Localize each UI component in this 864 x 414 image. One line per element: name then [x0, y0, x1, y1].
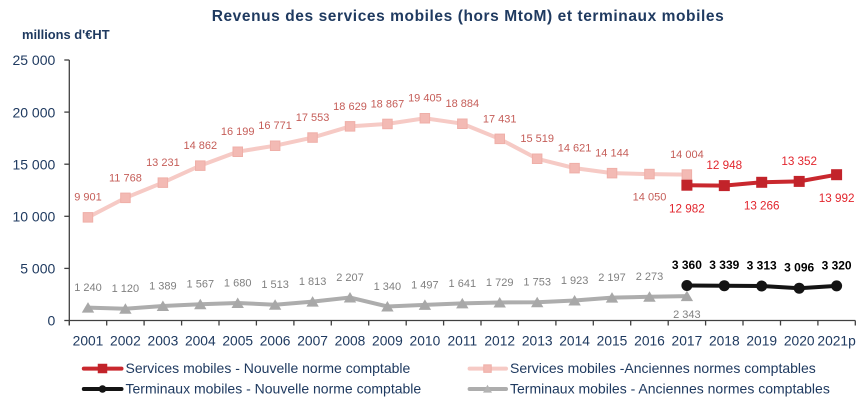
- svg-text:Revenus des services mobiles (: Revenus des services mobiles (hors MtoM)…: [212, 8, 725, 25]
- svg-text:9 901: 9 901: [74, 192, 102, 204]
- svg-text:0: 0: [48, 313, 56, 329]
- svg-text:2012: 2012: [484, 334, 515, 349]
- svg-text:13 352: 13 352: [781, 155, 817, 168]
- svg-text:20 000: 20 000: [12, 104, 55, 120]
- svg-text:2008: 2008: [335, 334, 366, 349]
- svg-text:13 266: 13 266: [744, 200, 780, 213]
- svg-text:2020: 2020: [784, 334, 815, 349]
- svg-text:10 000: 10 000: [12, 209, 55, 225]
- svg-text:13 231: 13 231: [146, 157, 180, 169]
- svg-text:Terminaux mobiles - Nouvelle n: Terminaux mobiles - Nouvelle norme compt…: [126, 381, 422, 397]
- svg-text:18 884: 18 884: [445, 98, 479, 110]
- svg-text:1 729: 1 729: [486, 277, 514, 289]
- svg-text:1 120: 1 120: [112, 283, 140, 295]
- svg-text:1 240: 1 240: [74, 282, 102, 294]
- svg-text:12 948: 12 948: [706, 159, 742, 172]
- svg-text:1 680: 1 680: [224, 277, 252, 289]
- svg-text:3 339: 3 339: [709, 258, 739, 272]
- svg-text:13 992: 13 992: [819, 192, 855, 205]
- svg-text:Services mobiles - Nouvelle no: Services mobiles - Nouvelle norme compta…: [126, 360, 411, 376]
- svg-text:14 621: 14 621: [558, 143, 592, 155]
- svg-text:2019: 2019: [746, 334, 777, 349]
- svg-text:3 096: 3 096: [784, 261, 814, 275]
- svg-text:1 389: 1 389: [149, 280, 177, 292]
- svg-text:1 923: 1 923: [561, 275, 589, 287]
- svg-text:2007: 2007: [297, 334, 328, 349]
- svg-text:3 320: 3 320: [822, 258, 852, 272]
- svg-text:1 753: 1 753: [523, 277, 551, 289]
- svg-text:2017: 2017: [672, 334, 703, 349]
- svg-text:2005: 2005: [222, 334, 253, 349]
- svg-text:16 771: 16 771: [258, 120, 292, 132]
- svg-text:5 000: 5 000: [20, 261, 55, 277]
- svg-text:Terminaux mobiles - Anciennes: Terminaux mobiles - Anciennes normes com…: [510, 381, 830, 397]
- svg-text:1 567: 1 567: [187, 279, 215, 291]
- svg-text:2 197: 2 197: [598, 272, 626, 284]
- svg-text:2014: 2014: [559, 334, 590, 349]
- svg-text:2015: 2015: [597, 334, 628, 349]
- svg-text:2013: 2013: [522, 334, 553, 349]
- svg-text:2021p: 2021p: [817, 334, 856, 349]
- svg-text:25 000: 25 000: [12, 52, 55, 68]
- svg-text:17 431: 17 431: [483, 113, 517, 125]
- svg-text:1 513: 1 513: [261, 279, 289, 291]
- svg-text:2004: 2004: [185, 334, 216, 349]
- svg-text:2010: 2010: [410, 334, 441, 349]
- svg-text:2011: 2011: [447, 334, 477, 349]
- svg-text:2018: 2018: [709, 334, 740, 349]
- svg-text:1 340: 1 340: [374, 281, 402, 293]
- svg-text:2016: 2016: [634, 334, 665, 349]
- svg-text:3 313: 3 313: [747, 258, 777, 272]
- svg-text:1 813: 1 813: [299, 276, 327, 288]
- svg-text:2001: 2001: [73, 334, 104, 349]
- svg-text:18 629: 18 629: [333, 101, 367, 113]
- svg-text:18 867: 18 867: [371, 98, 405, 110]
- svg-text:16 199: 16 199: [221, 126, 255, 138]
- svg-text:2 343: 2 343: [673, 309, 701, 321]
- svg-text:15 000: 15 000: [12, 156, 55, 172]
- svg-text:14 862: 14 862: [183, 140, 217, 152]
- svg-text:14 004: 14 004: [670, 149, 704, 161]
- svg-text:1 641: 1 641: [449, 278, 477, 290]
- svg-text:Services mobiles -Anciennes no: Services mobiles -Anciennes normes compt…: [510, 360, 816, 376]
- svg-text:19 405: 19 405: [408, 93, 442, 105]
- svg-text:14 144: 14 144: [595, 148, 629, 160]
- svg-text:1 497: 1 497: [411, 279, 439, 291]
- svg-text:2 273: 2 273: [636, 271, 664, 283]
- svg-text:12 982: 12 982: [669, 203, 705, 216]
- svg-text:2006: 2006: [260, 334, 291, 349]
- svg-text:15 519: 15 519: [520, 133, 554, 145]
- svg-text:17 553: 17 553: [296, 112, 330, 124]
- svg-text:2002: 2002: [110, 334, 141, 349]
- svg-text:2003: 2003: [148, 334, 179, 349]
- svg-text:14 050: 14 050: [633, 192, 667, 204]
- svg-text:3 360: 3 360: [672, 258, 702, 272]
- svg-text:millions d'€HT: millions d'€HT: [22, 27, 110, 42]
- svg-text:2009: 2009: [372, 334, 403, 349]
- svg-text:2 207: 2 207: [336, 272, 364, 284]
- svg-text:11 768: 11 768: [109, 172, 142, 184]
